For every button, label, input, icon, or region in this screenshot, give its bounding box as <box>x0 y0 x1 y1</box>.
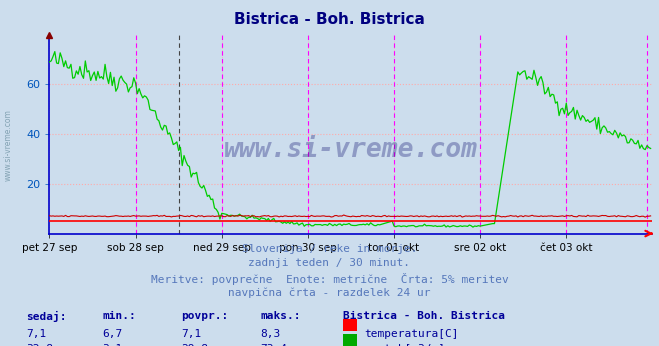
Text: www.si-vreme.com: www.si-vreme.com <box>4 109 13 181</box>
Text: sedaj:: sedaj: <box>26 311 67 322</box>
Text: Bistrica - Boh. Bistrica: Bistrica - Boh. Bistrica <box>234 12 425 27</box>
Text: zadnji teden / 30 minut.: zadnji teden / 30 minut. <box>248 258 411 268</box>
Text: navpična črta - razdelek 24 ur: navpična črta - razdelek 24 ur <box>228 288 431 298</box>
Text: 32,8: 32,8 <box>26 344 53 346</box>
Text: 3,1: 3,1 <box>102 344 123 346</box>
Text: 8,3: 8,3 <box>260 329 281 339</box>
Text: Bistrica - Boh. Bistrica: Bistrica - Boh. Bistrica <box>343 311 505 321</box>
Text: 73,4: 73,4 <box>260 344 287 346</box>
Text: 7,1: 7,1 <box>181 329 202 339</box>
Text: temperatura[C]: temperatura[C] <box>364 329 458 339</box>
Text: 6,7: 6,7 <box>102 329 123 339</box>
Text: Meritve: povprečne  Enote: metrične  Črta: 5% meritev: Meritve: povprečne Enote: metrične Črta:… <box>151 273 508 285</box>
Text: pretok[m3/s]: pretok[m3/s] <box>364 344 445 346</box>
Text: maks.:: maks.: <box>260 311 301 321</box>
Text: povpr.:: povpr.: <box>181 311 229 321</box>
Text: min.:: min.: <box>102 311 136 321</box>
Text: 29,8: 29,8 <box>181 344 208 346</box>
Text: 7,1: 7,1 <box>26 329 47 339</box>
Text: www.si-vreme.com: www.si-vreme.com <box>224 137 478 163</box>
Text: Slovenija / reke in morje.: Slovenija / reke in morje. <box>242 244 417 254</box>
